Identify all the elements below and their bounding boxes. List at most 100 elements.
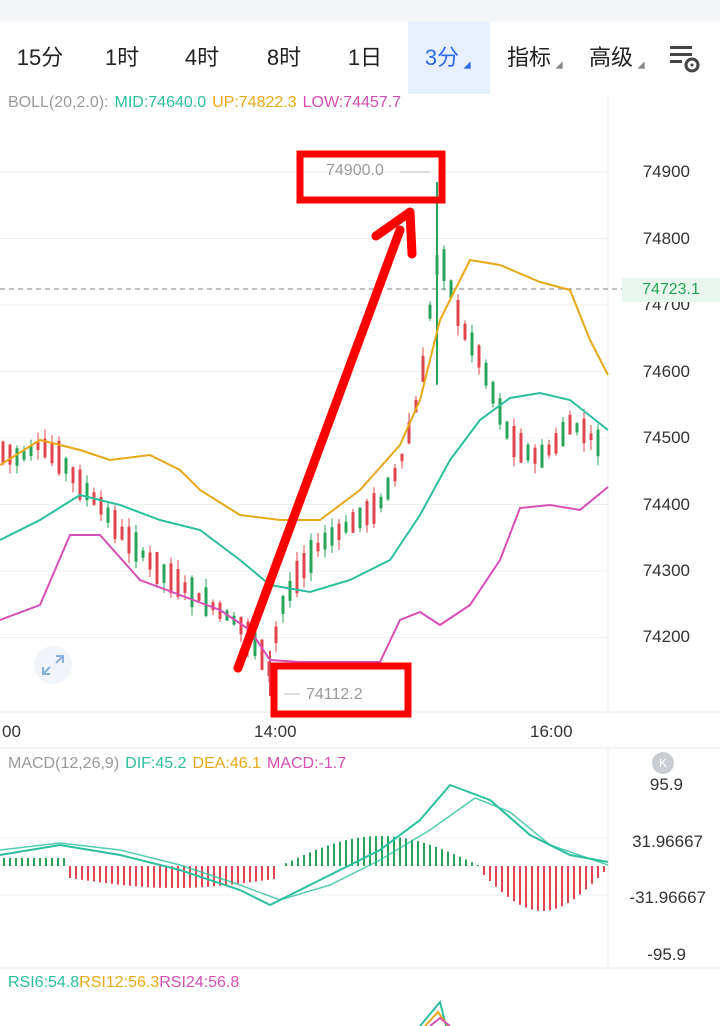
- candle-body: [176, 569, 180, 597]
- candle-body: [204, 587, 208, 616]
- candle-body: [281, 595, 285, 614]
- candle-body: [386, 477, 390, 500]
- boll-legend: BOLL(20,2.0): MID:74640.0 UP:74822.3 LOW:74…: [8, 94, 407, 112]
- candle-body: [351, 512, 355, 533]
- candle-body: [372, 493, 376, 524]
- tab-1d[interactable]: 1日: [347, 45, 383, 70]
- candle-body: [547, 444, 551, 456]
- dropdown-corner-icon: [637, 61, 645, 69]
- boll-name: BOLL(20,2.0):: [8, 94, 109, 111]
- macd-y-tick: 95.9: [649, 775, 683, 794]
- candle-body: [29, 445, 33, 457]
- low-price-label: 74112.2: [306, 686, 363, 703]
- rsi12-line: [424, 1010, 449, 1026]
- candle-body: [302, 553, 306, 579]
- candle-body: [393, 467, 397, 482]
- tab-3m[interactable]: 3分: [408, 22, 490, 94]
- candle-body: [323, 532, 327, 550]
- candle-body: [57, 440, 61, 474]
- candle-body: [8, 444, 12, 465]
- candle-body: [288, 580, 292, 601]
- macd-value: MACD:-1.7: [267, 755, 347, 772]
- candle-body: [113, 509, 117, 539]
- macd-dea-line: [0, 797, 609, 901]
- candle-body: [15, 448, 19, 466]
- macd-y-tick: 31.96667: [632, 832, 703, 851]
- candle-body: [316, 542, 320, 552]
- candle-body: [92, 492, 96, 505]
- tab-15m[interactable]: 15分: [16, 45, 64, 70]
- candle-body: [526, 444, 530, 461]
- candle-body: [85, 482, 89, 501]
- candle-body: [1, 441, 5, 464]
- candle-body: [407, 421, 411, 444]
- macd-y-tick: -95.9: [647, 945, 686, 964]
- candle-body: [218, 602, 222, 619]
- candle-body: [274, 626, 278, 644]
- candle-body: [568, 414, 572, 435]
- candle-body: [505, 421, 509, 439]
- tab-indicators[interactable]: 指标: [496, 22, 576, 94]
- candle-body: [162, 564, 166, 583]
- rsi-legend: RSI6:54.8RSI12:56.3RSI24:56.8: [8, 974, 245, 992]
- candle-body: [134, 532, 138, 562]
- macd-dif: DIF:45.2: [125, 755, 187, 772]
- candle-body: [309, 539, 313, 573]
- candle-body: [477, 345, 481, 368]
- tab-4h[interactable]: 4时: [184, 45, 220, 70]
- chart-settings-button[interactable]: [664, 38, 706, 78]
- macd-legend: MACD(12,26,9) DIF:45.2 DEA:46.1 MACD:-1.7: [8, 755, 352, 773]
- trend-arrow-shaft: [233, 225, 405, 673]
- rsi24-line: [429, 1016, 451, 1026]
- candle-body: [484, 362, 488, 386]
- candle-body: [232, 615, 236, 625]
- tab-advanced[interactable]: 高级: [578, 22, 658, 94]
- candle-body: [36, 441, 40, 450]
- boll-up: UP:74822.3: [212, 94, 297, 111]
- collapse-panel-button[interactable]: K: [652, 752, 674, 774]
- tab-1h[interactable]: 1时: [104, 45, 140, 70]
- candle-body: [155, 551, 159, 585]
- dropdown-corner-icon: [555, 61, 563, 69]
- candle-body: [589, 433, 593, 441]
- candle-body: [337, 523, 341, 540]
- macd-dea: DEA:46.1: [192, 755, 261, 772]
- candle-body: [43, 438, 47, 458]
- candle-body: [169, 563, 173, 594]
- candle-body: [512, 425, 516, 458]
- y-tick: 74600: [642, 362, 690, 381]
- candle-body: [211, 602, 215, 611]
- candle-body: [421, 355, 425, 382]
- last-price-tag: 74723.1: [622, 278, 720, 302]
- candle-body: [260, 639, 264, 670]
- candle-body: [561, 421, 565, 447]
- candle-body: [64, 458, 68, 474]
- collapse-icon: K: [658, 756, 667, 770]
- candle-body: [106, 507, 110, 523]
- y-tick: 74300: [642, 561, 690, 580]
- candle-body: [491, 381, 495, 404]
- candle-body: [50, 441, 54, 464]
- boll-upper-line: [0, 258, 609, 521]
- status-strip: [0, 0, 720, 22]
- x-tick: 14:00: [254, 722, 297, 741]
- expand-button[interactable]: [34, 646, 72, 684]
- boll-mid: MID:74640.0: [114, 94, 207, 111]
- candle-body: [519, 432, 523, 463]
- boll-mid-line: [0, 391, 609, 594]
- macd-y-tick: -31.96667: [629, 888, 706, 907]
- y-tick: 74200: [642, 627, 690, 646]
- tab-8h[interactable]: 8时: [266, 45, 302, 70]
- candle-body: [379, 496, 383, 509]
- candle-body: [239, 616, 243, 635]
- candle-body: [225, 610, 229, 621]
- rsi6: RSI6:54.8: [8, 974, 80, 991]
- y-tick: 74800: [642, 229, 690, 248]
- candle-body: [456, 300, 460, 326]
- candle-body: [575, 423, 579, 433]
- chart-settings-gear-icon: [670, 46, 700, 73]
- expand-arrows-icon: [42, 655, 64, 675]
- candle-body: [358, 507, 362, 528]
- x-tick: 16:00: [530, 722, 573, 741]
